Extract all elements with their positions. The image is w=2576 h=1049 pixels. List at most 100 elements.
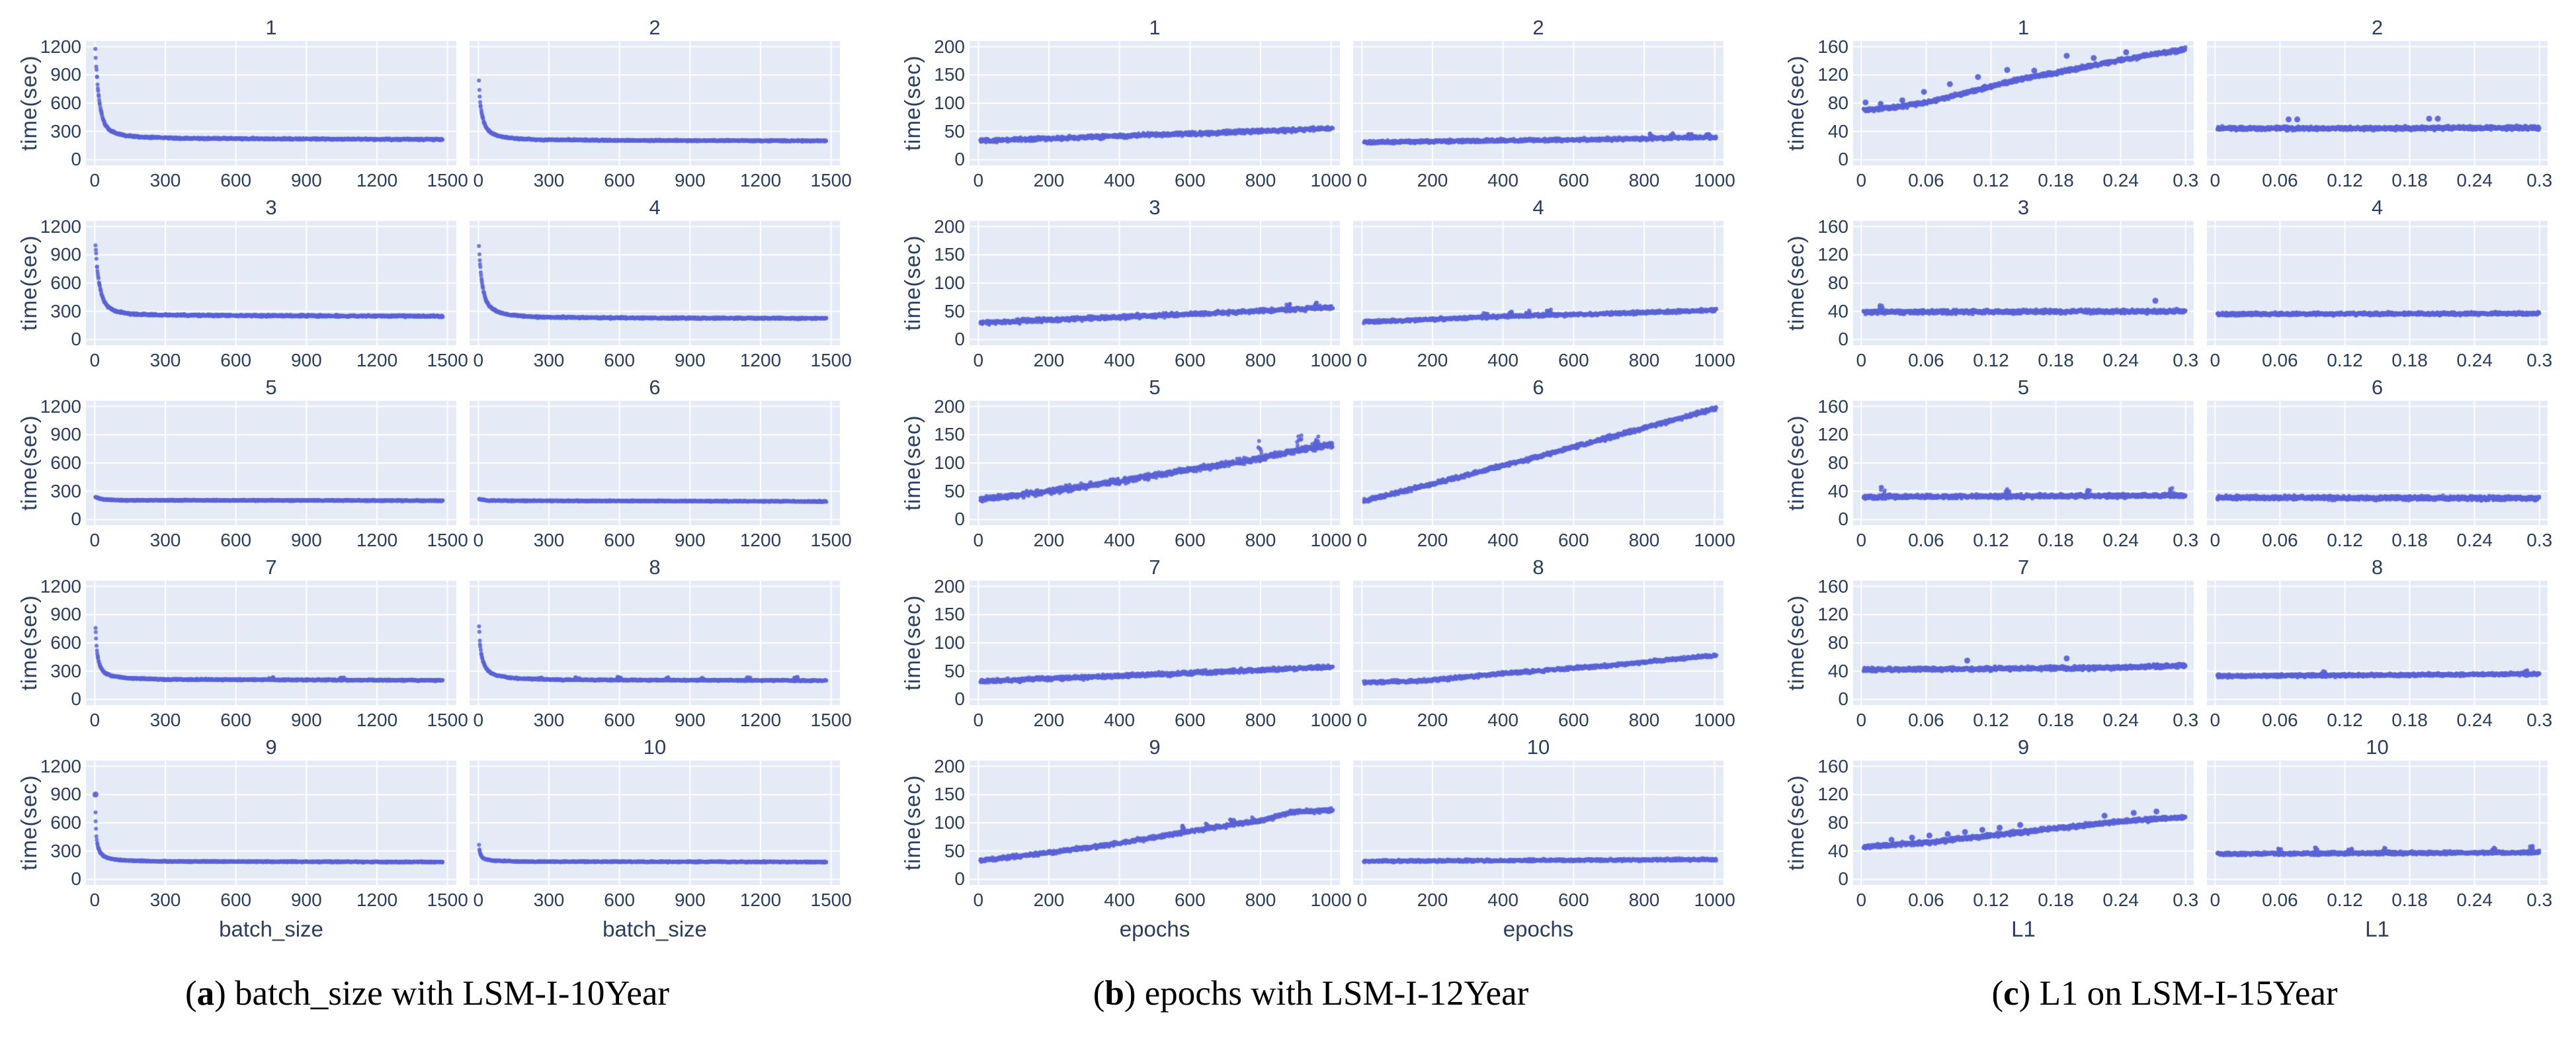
subplot-title: 7 [1149,556,1161,579]
x-tick-label: 900 [674,890,706,910]
scatter-canvas-c8 [2207,581,2548,705]
x-tick-label: 400 [1104,170,1136,190]
scatter-canvas-b1 [970,41,1340,165]
x-tick-labels: 0 300 600 900 1200 1500 [86,165,468,197]
x-tick-label: 600 [1558,710,1589,730]
x-tick-label: 800 [1628,170,1660,190]
x-tick-label: 400 [1487,530,1519,550]
x-tick-label: 800 [1245,170,1276,190]
x-tick-label: 0.18 [2391,170,2428,190]
y-tick-column: 0 40 80 120 160 [1811,737,1853,917]
y-tick-column: 0 40 80 120 160 [1811,377,1853,557]
x-tick-label: 600 [1174,350,1206,370]
subplot-title: 4 [1532,196,1544,219]
x-tick-labels: 0 300 600 900 1200 1500 [86,705,468,737]
scatter-canvas-a7 [86,581,456,705]
x-tick-labels: 0 0.06 0.12 0.18 0.24 0.3 [1853,525,2198,557]
subplot-c2: 2 0 0.06 0.12 0.18 0.24 0.3 [2207,17,2552,197]
x-tick-label: 200 [1033,530,1065,550]
x-tick-label: 1200 [739,530,782,550]
x-tick-labels: 0 0.06 0.12 0.18 0.24 0.3 [1853,705,2198,737]
x-tick-label: 0.18 [2038,890,2074,910]
subplot-title: 4 [649,196,661,219]
y-tick-label: 160 [1817,36,1849,57]
scatter-plot-area [970,761,1340,885]
y-tick-column: 0 50 100 150 200 [927,197,970,377]
x-tick-label: 0 [2210,890,2221,910]
subplot-title: 6 [1532,376,1544,399]
caption-a: (a) batch_size with LSM-I-10Year [185,974,670,1013]
x-tick-label: 0.3 [2173,710,2199,730]
x-tick-label: 0.18 [2038,170,2074,190]
x-tick-label: 400 [1104,530,1136,550]
x-tick-label: 1500 [427,890,468,910]
scatter-canvas-b8 [1353,581,1724,705]
scatter-plot-area [1353,761,1724,885]
y-tick-label: 100 [934,632,965,653]
x-tick-label: 0 [1356,710,1368,730]
y-tick-label: 900 [50,784,81,805]
scatter-plot-area [970,221,1340,345]
scatter-plot-area [1353,41,1724,165]
y-axis-title: time(sec) [1784,235,1808,331]
y-tick-label: 300 [50,840,81,861]
x-tick-label: 1500 [810,710,852,730]
subplot-b3: 3 0 200 400 600 800 1000 [970,197,1352,377]
x-tick-label: 0.3 [2173,890,2199,910]
x-tick-label: 1200 [739,170,782,190]
y-axis-title: time(sec) [900,595,925,691]
x-tick-label: 1200 [356,170,398,190]
x-tick-label: 400 [1487,350,1519,370]
y-tick-label: 1200 [40,755,81,776]
y-tick-label: 600 [50,93,81,113]
x-tick-label: 0.3 [2526,170,2553,190]
x-tick-labels: 0 0.06 0.12 0.18 0.24 0.3 [2207,525,2552,557]
y-axis-title-zone: time(sec) [898,557,927,737]
x-tick-label: 200 [1033,170,1065,190]
scatter-plot-area [2207,581,2548,705]
x-tick-label: 0.06 [2262,530,2298,550]
x-tick-label: 0.18 [2391,530,2428,550]
x-tick-label: 0 [473,890,484,910]
x-tick-label: 600 [1558,170,1589,190]
y-tick-column: 0 40 80 120 160 [1811,557,1853,737]
scatter-plot-area [970,41,1340,165]
x-tick-label: 0 [973,170,984,190]
subplot-grid-a: time(sec) 0 300 600 900 1200 1 0 300 600 900 1200 15… [15,17,852,917]
x-tick-label: 0 [473,710,484,730]
scatter-plot-area [1353,401,1724,525]
y-axis-title: time(sec) [900,55,925,151]
y-tick-label: 0 [1838,149,1849,170]
y-tick-label: 0 [954,149,965,170]
y-axis-title-zone: time(sec) [1782,17,1811,197]
x-tick-labels: 0 200 400 600 800 1000 [970,705,1352,737]
scatter-canvas-b2 [1353,41,1724,165]
y-axis-title: time(sec) [900,775,925,871]
y-axis-title-zone: time(sec) [1782,377,1811,557]
x-tick-label: 1200 [356,530,398,550]
x-tick-label: 0.18 [2038,530,2074,550]
x-tick-label: 0 [473,170,484,190]
x-axis-label: batch_size [602,917,707,941]
x-tick-label: 300 [149,350,181,370]
y-axis-title: time(sec) [1784,775,1808,871]
y-tick-labels: 0 50 100 150 200 [927,36,970,169]
x-tick-label: 1500 [810,350,852,370]
subplot-title: 1 [2017,16,2030,39]
x-tick-label: 1000 [1694,170,1735,190]
subplot-row: time(sec) 0 300 600 900 1200 1 0 300 600 900 1200 15… [15,17,852,197]
x-tick-labels: 0 300 600 900 1200 1500 [86,885,468,917]
y-tick-label: 80 [1827,93,1849,113]
y-axis-title: time(sec) [17,415,41,511]
scatter-canvas-b10 [1353,761,1724,885]
y-tick-label: 0 [954,868,965,890]
y-tick-label: 150 [934,64,965,85]
x-tick-label: 0.18 [2038,710,2074,730]
x-tick-label: 600 [1558,350,1589,370]
scatter-plot-area [1853,761,2194,885]
x-tick-label: 1000 [1694,890,1735,910]
subplot-title: 7 [2017,556,2030,579]
subplot-title: 8 [1532,556,1544,579]
x-tick-label: 0.18 [2391,710,2428,730]
y-tick-label: 0 [1838,868,1849,890]
